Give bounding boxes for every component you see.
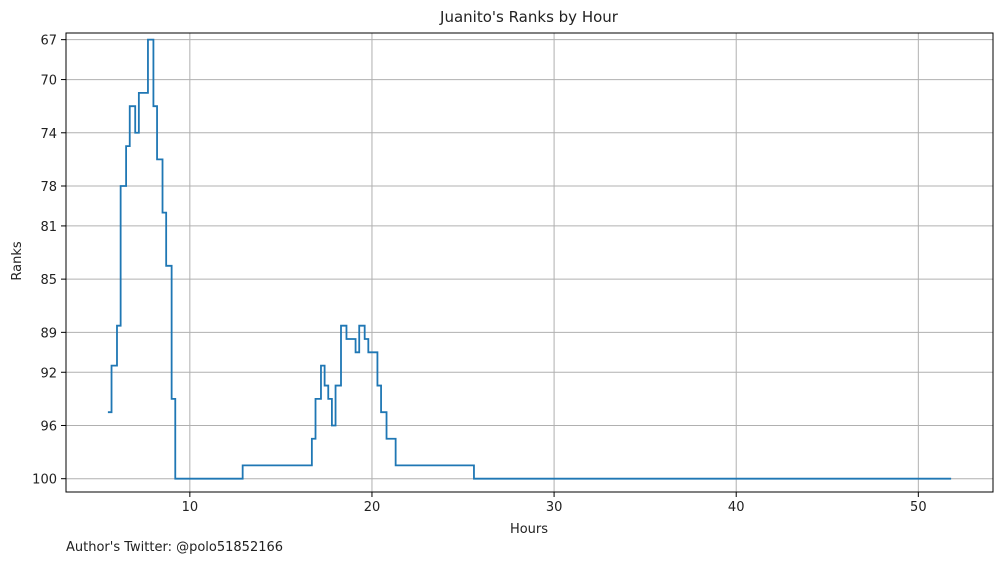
x-tick-label: 30	[546, 500, 563, 515]
grid-lines	[66, 33, 993, 492]
y-tick-label: 89	[40, 326, 57, 341]
y-axis-label: Ranks	[10, 241, 25, 280]
x-tick-label: 10	[182, 500, 199, 515]
series-layer	[107, 38, 952, 480]
y-tick-label: 70	[40, 74, 57, 89]
y-tick-label: 81	[40, 220, 57, 235]
chart-title: Juanito's Ranks by Hour	[439, 8, 619, 26]
y-tick-label: 100	[32, 473, 57, 488]
y-tick-label: 85	[40, 273, 57, 288]
y-axis-ticks: 67 70 74 78 81 85 89 92 96 100	[32, 34, 66, 488]
y-tick-label: 78	[40, 180, 57, 195]
series-line-0	[107, 38, 952, 480]
y-tick-label: 96	[40, 419, 57, 434]
x-tick-label: 40	[728, 500, 745, 515]
x-tick-label: 50	[910, 500, 927, 515]
y-tick-label: 92	[40, 366, 57, 381]
author-credit: Author's Twitter: @polo51852166	[66, 540, 283, 555]
x-tick-label: 20	[364, 500, 381, 515]
plot-frame	[65, 32, 994, 493]
x-axis-ticks: 10 20 30 40 50	[182, 492, 927, 515]
y-tick-label: 67	[40, 34, 57, 49]
y-tick-label: 74	[40, 127, 57, 142]
x-axis-label: Hours	[510, 522, 548, 537]
